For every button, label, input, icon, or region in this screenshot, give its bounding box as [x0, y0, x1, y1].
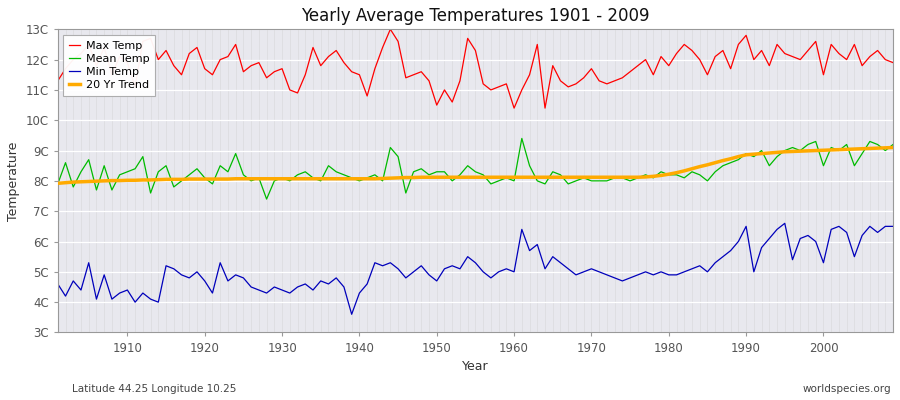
Min Temp	[331, 276, 342, 280]
20 Yr Trend	[331, 176, 342, 181]
Line: Min Temp: Min Temp	[58, 223, 893, 314]
Mean Temp	[617, 176, 628, 180]
X-axis label: Year: Year	[462, 360, 489, 373]
Min Temp	[887, 224, 898, 229]
Y-axis label: Temperature: Temperature	[7, 141, 20, 220]
Min Temp	[517, 227, 527, 232]
Mean Temp	[338, 172, 349, 177]
Line: Max Temp: Max Temp	[58, 29, 893, 108]
Mean Temp	[887, 142, 898, 147]
Text: Latitude 44.25 Longitude 10.25: Latitude 44.25 Longitude 10.25	[72, 384, 237, 394]
Max Temp	[887, 60, 898, 65]
Min Temp	[346, 312, 357, 317]
20 Yr Trend	[114, 178, 125, 183]
Mean Temp	[114, 172, 125, 177]
Min Temp	[609, 276, 620, 280]
Max Temp	[517, 88, 527, 92]
20 Yr Trend	[601, 175, 612, 180]
Mean Temp	[292, 172, 303, 177]
20 Yr Trend	[508, 175, 519, 180]
Max Temp	[508, 106, 519, 110]
Legend: Max Temp, Mean Temp, Min Temp, 20 Yr Trend: Max Temp, Mean Temp, Min Temp, 20 Yr Tre…	[63, 35, 155, 96]
20 Yr Trend	[52, 181, 63, 186]
Min Temp	[114, 291, 125, 296]
Mean Temp	[52, 182, 63, 186]
Max Temp	[52, 78, 63, 83]
20 Yr Trend	[501, 175, 512, 180]
Max Temp	[114, 54, 125, 59]
Line: Mean Temp: Mean Temp	[58, 138, 893, 199]
20 Yr Trend	[887, 145, 898, 150]
Max Temp	[617, 75, 628, 80]
Max Temp	[331, 48, 342, 53]
Min Temp	[779, 221, 790, 226]
Mean Temp	[508, 178, 519, 183]
Mean Temp	[517, 136, 527, 141]
Mean Temp	[524, 163, 535, 168]
Min Temp	[52, 282, 63, 286]
Min Temp	[284, 291, 295, 296]
Max Temp	[284, 88, 295, 92]
20 Yr Trend	[284, 176, 295, 181]
Max Temp	[385, 27, 396, 32]
Min Temp	[508, 270, 519, 274]
Text: worldspecies.org: worldspecies.org	[803, 384, 891, 394]
Max Temp	[524, 72, 535, 77]
Mean Temp	[261, 197, 272, 202]
Title: Yearly Average Temperatures 1901 - 2009: Yearly Average Temperatures 1901 - 2009	[302, 7, 650, 25]
Line: 20 Yr Trend: 20 Yr Trend	[58, 148, 893, 183]
